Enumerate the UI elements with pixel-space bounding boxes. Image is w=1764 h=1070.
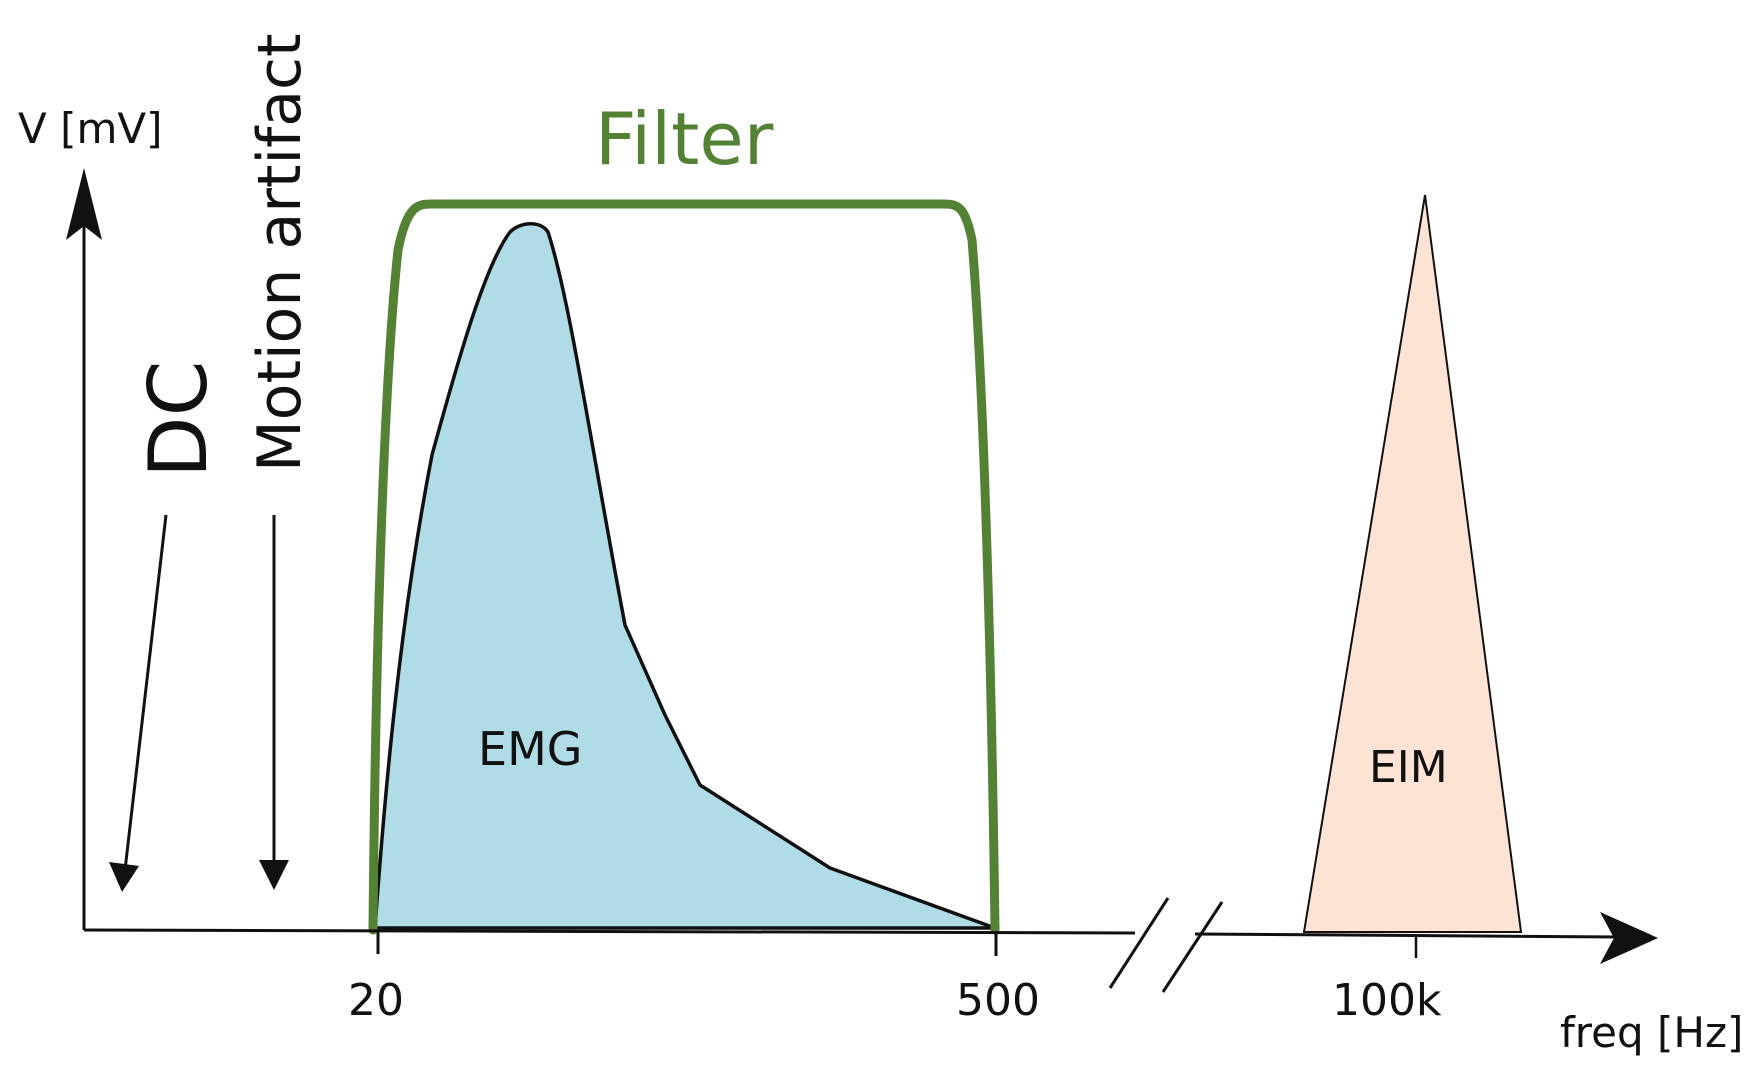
eim-spectrum bbox=[1302, 194, 1523, 933]
axis-break-mark-2 bbox=[1161, 901, 1224, 993]
tick-label-100k: 100k bbox=[1332, 975, 1442, 1026]
motion-arrow-head bbox=[259, 860, 289, 890]
dc-arrow-line bbox=[123, 514, 168, 871]
x-axis-line-right bbox=[1194, 932, 1621, 939]
emg-label: EMG bbox=[478, 722, 582, 776]
eim-label: EIM bbox=[1369, 742, 1448, 793]
tick-label-20: 20 bbox=[348, 975, 404, 1026]
x-axis-arrowhead bbox=[1600, 912, 1658, 964]
dc-arrow-head bbox=[109, 862, 139, 892]
motion-artifact-label: Motion artifact bbox=[245, 33, 315, 472]
x-axis-label: freq [Hz] bbox=[1560, 1008, 1743, 1057]
dc-label: DC bbox=[132, 361, 225, 478]
filter-label: Filter bbox=[595, 97, 774, 181]
y-axis-label: V [mV] bbox=[18, 104, 163, 153]
y-axis-arrowhead bbox=[66, 168, 102, 240]
tick-label-500: 500 bbox=[956, 975, 1040, 1026]
filter-curve bbox=[368, 199, 1000, 935]
axis-break-mark-1 bbox=[1108, 897, 1170, 989]
emg-spectrum bbox=[373, 222, 997, 930]
x-axis-line-left bbox=[83, 928, 1136, 935]
